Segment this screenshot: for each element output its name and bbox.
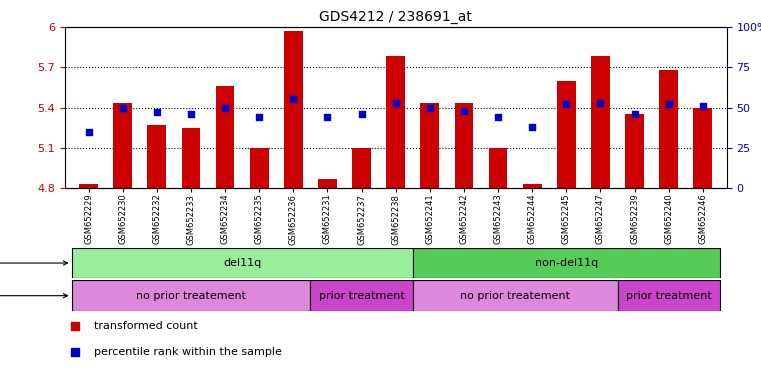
Bar [182,127,200,188]
Bar [557,81,576,188]
Point [390,99,402,106]
Bar [591,56,610,188]
Bar [352,148,371,188]
Point [629,111,641,117]
Bar [617,280,720,311]
Bar [215,86,234,188]
Bar [693,108,712,188]
Point [424,104,436,111]
Point [68,323,81,329]
Point [321,114,333,120]
Point [253,114,266,120]
Point [287,96,299,103]
Bar [387,56,405,188]
Bar [412,280,617,311]
Point [594,99,607,106]
Point [219,104,231,111]
Text: transformed count: transformed count [94,321,198,331]
Point [526,124,538,130]
Bar [489,148,508,188]
Text: del11q: del11q [223,258,261,268]
Text: no prior treatement: no prior treatement [136,291,246,301]
Text: genotype/variation: genotype/variation [0,258,68,268]
Bar [523,184,542,188]
Text: percentile rank within the sample: percentile rank within the sample [94,347,282,357]
Bar [148,125,166,188]
Bar [626,114,644,188]
Point [151,109,163,116]
Text: no prior treatement: no prior treatement [460,291,570,301]
Title: GDS4212 / 238691_at: GDS4212 / 238691_at [320,10,472,25]
Point [697,103,709,109]
Point [185,111,197,117]
Text: other: other [0,291,68,301]
Bar [72,248,412,278]
Point [663,101,675,108]
Bar [113,104,132,188]
Bar [310,280,412,311]
Bar [72,280,310,311]
Text: non-del11q: non-del11q [535,258,598,268]
Point [560,101,572,108]
Point [355,111,368,117]
Point [116,104,129,111]
Point [458,108,470,114]
Text: prior treatment: prior treatment [626,291,712,301]
Bar [250,148,269,188]
Bar [284,31,303,188]
Point [492,114,505,120]
Bar [454,104,473,188]
Bar [318,179,337,188]
Point [82,129,94,135]
Point [68,349,81,355]
Bar [79,184,98,188]
Bar [412,248,720,278]
Bar [659,70,678,188]
Bar [421,104,439,188]
Text: prior treatment: prior treatment [319,291,404,301]
